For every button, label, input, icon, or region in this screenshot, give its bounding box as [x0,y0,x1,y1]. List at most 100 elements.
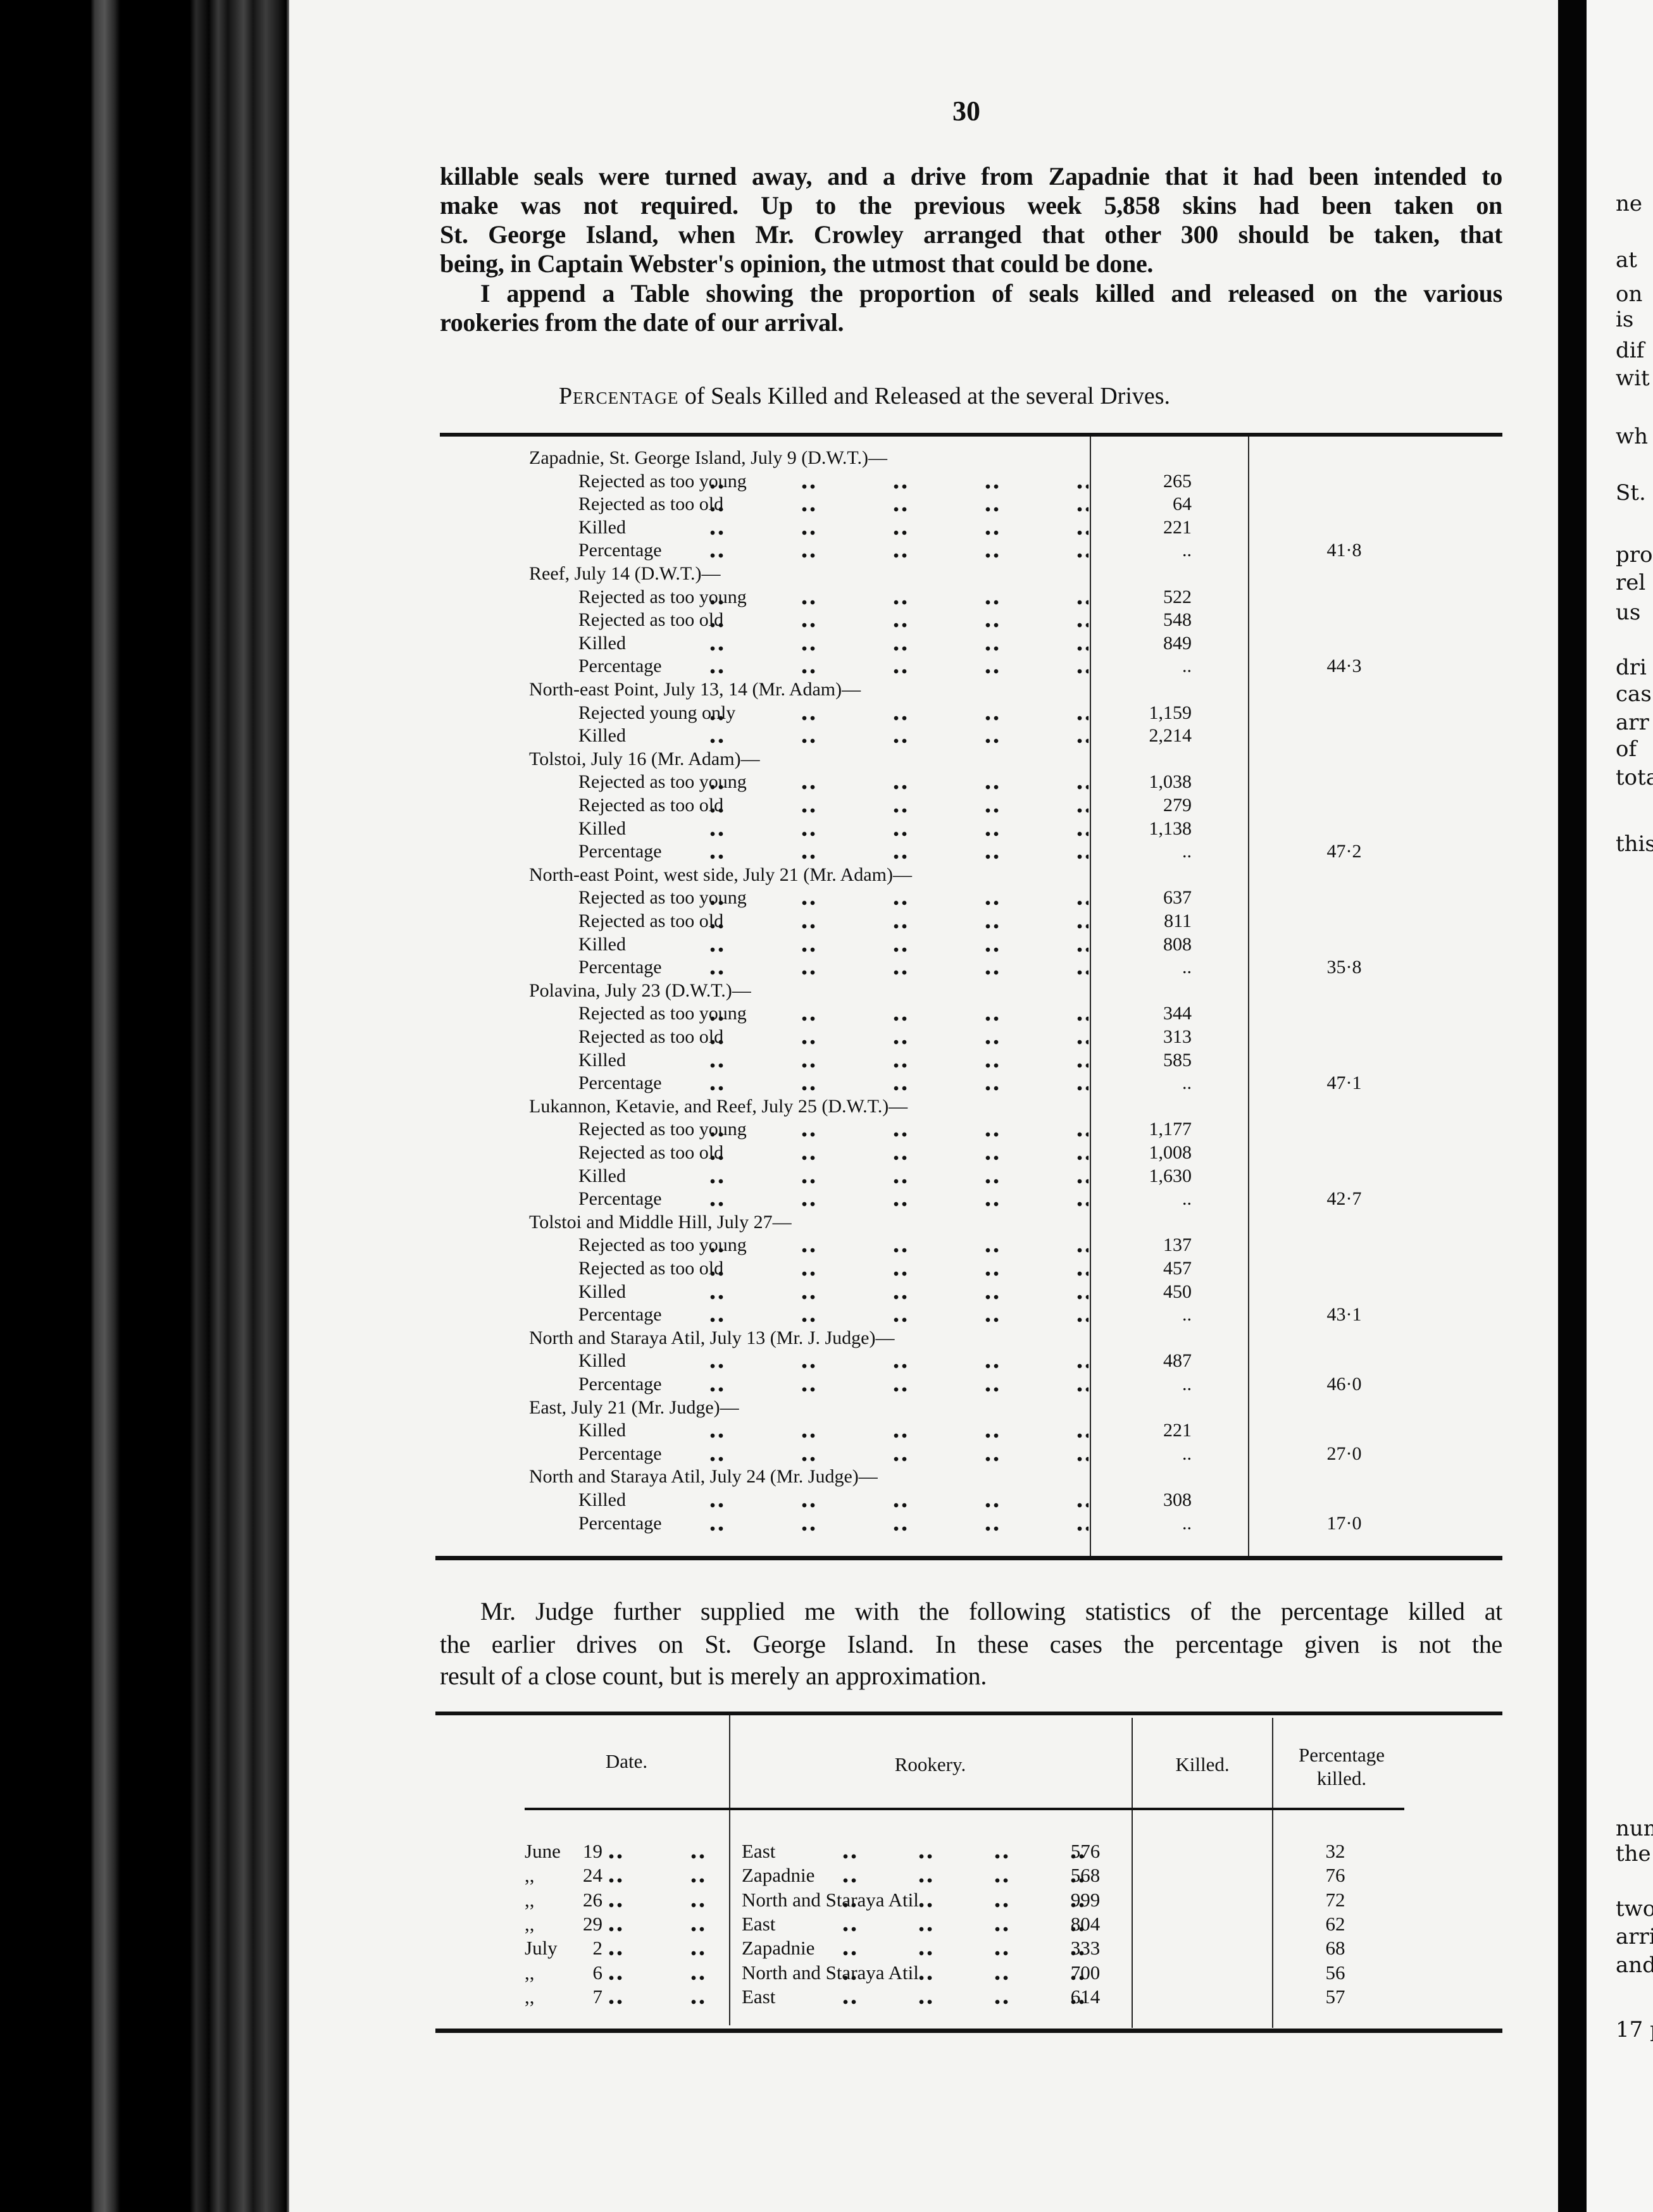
row-label: Rejected as too old [578,494,724,515]
leader-dots [608,1961,725,1984]
leader-dots [709,933,1088,956]
percentage-killed-value: 62 [1325,1912,1345,1935]
killed-count-value: 849 [1163,632,1192,654]
facing-page-text: this [1616,831,1653,857]
table1-bottom-rule [435,1556,1502,1560]
leader-dots [709,771,1088,794]
percentage-value: 41·8 [1326,540,1362,561]
percentage-value: 46·0 [1326,1374,1362,1395]
leader-dots [709,1002,1088,1026]
leader-dots [608,1888,725,1911]
leader-dots [709,1257,1088,1280]
leader-dots [709,609,1088,632]
row-label: Percentage [578,1304,662,1326]
table1-title-lead: Percentage [558,383,679,409]
leader-dots [709,794,1088,817]
killed-count-value: 637 [1163,887,1192,909]
leader-dots [709,910,1088,933]
facing-page-text: cas [1616,681,1652,707]
leader-dots [709,1072,1088,1095]
percentage-killed-value: 76 [1325,1864,1345,1887]
row-label: Killed [578,1489,626,1510]
facing-page-text: 17 p [1616,2017,1653,2042]
header-percentage: Percentage [1299,1744,1385,1766]
date-month: July [525,1937,558,1960]
row-label: Killed [578,632,626,654]
leader-dots [709,1489,1088,1512]
percentage-value: 27·0 [1326,1443,1362,1464]
killed-count-value: 808 [1163,933,1192,955]
leader-dots [709,1118,1088,1141]
row-label: Rejected as too old [578,1026,724,1047]
facing-page-text: of [1616,736,1637,762]
killed-count-value: .. [1182,1512,1192,1534]
killed-count-value: 313 [1163,1026,1192,1047]
killed-count-value: 137 [1163,1234,1192,1256]
rookery-name: Zapadnie [742,1937,815,1960]
leader-dots [709,1164,1088,1188]
facing-page-text: rel [1616,570,1646,595]
killed-count-value: 265 [1163,470,1192,492]
row-label: Killed [578,817,626,839]
killed-count-value: 585 [1163,1049,1192,1071]
facing-page-text: arri [1616,1924,1653,1949]
percentage-killed-value: 72 [1325,1888,1345,1911]
middle-line: the earlier drives on St. George Island.… [440,1630,1502,1658]
rookery-name: East [742,1840,776,1862]
killed-count-value: 221 [1163,516,1192,538]
killed-count-value: 1,008 [1149,1142,1192,1163]
killed-count-value: 450 [1163,1281,1192,1302]
rookery-name: Zapadnie [742,1864,815,1887]
killed-count-value: 1,038 [1149,771,1192,793]
killed-count-value: 1,630 [1149,1165,1192,1186]
table2-column-divider [1132,1718,1133,2028]
row-label: Rejected as too old [578,609,724,631]
row-label: Percentage [578,1072,662,1094]
killed-value: 568 [1070,1864,1101,1887]
page-gutter [1558,0,1587,2212]
header-date: Date. [605,1750,648,1772]
group-heading: East, July 21 (Mr. Judge)— [529,1396,739,1418]
row-label: Killed [578,725,626,747]
facing-page-text: us [1616,600,1641,625]
leader-dots [608,1985,725,2008]
leader-dots [709,469,1088,493]
group-heading: Lukannon, Ketavie, and Reef, July 25 (D.… [529,1095,908,1117]
date-month: ,, [525,1912,535,1935]
page-number: 30 [952,96,980,127]
header-rookery: Rookery. [894,1753,966,1775]
row-label: Percentage [578,540,662,561]
leader-dots [842,1840,1130,1863]
percentage-value: 43·1 [1326,1304,1362,1326]
killed-count-value: 64 [1173,494,1192,515]
table1-title-rest: of Seals Killed and Released at the seve… [684,383,1171,409]
killed-count-value: .. [1182,1374,1192,1395]
leader-dots [709,1188,1088,1211]
percentage-value: 42·7 [1326,1188,1362,1210]
intro-line: St. George Island, when Mr. Crowley arra… [440,220,1502,249]
leader-dots [709,539,1088,562]
date-month: ,, [525,1961,535,1984]
killed-count-value: 1,138 [1149,817,1192,839]
percentage-value: 47·1 [1326,1072,1362,1094]
book-binding-margin [0,0,289,2212]
leader-dots [842,1912,1130,1936]
row-label: Killed [578,933,626,955]
date-month: ,, [525,1888,535,1911]
row-label: Percentage [578,1188,662,1210]
table2-header-rule [525,1808,1404,1810]
killed-value: 999 [1070,1888,1101,1911]
date-day: 6 [592,1961,603,1984]
percentage-killed-value: 32 [1325,1840,1345,1862]
row-label: Killed [578,1350,626,1372]
date-month: ,, [525,1985,535,2008]
leader-dots [709,1048,1088,1072]
leader-dots [709,886,1088,910]
date-month: June [525,1840,561,1862]
header-killed: Killed. [1175,1753,1230,1775]
leader-dots [709,840,1088,864]
facing-page-text: the s [1616,1841,1653,1867]
killed-count-value: 2,214 [1149,725,1192,747]
leader-dots [608,1840,725,1863]
leader-dots [709,1280,1088,1303]
